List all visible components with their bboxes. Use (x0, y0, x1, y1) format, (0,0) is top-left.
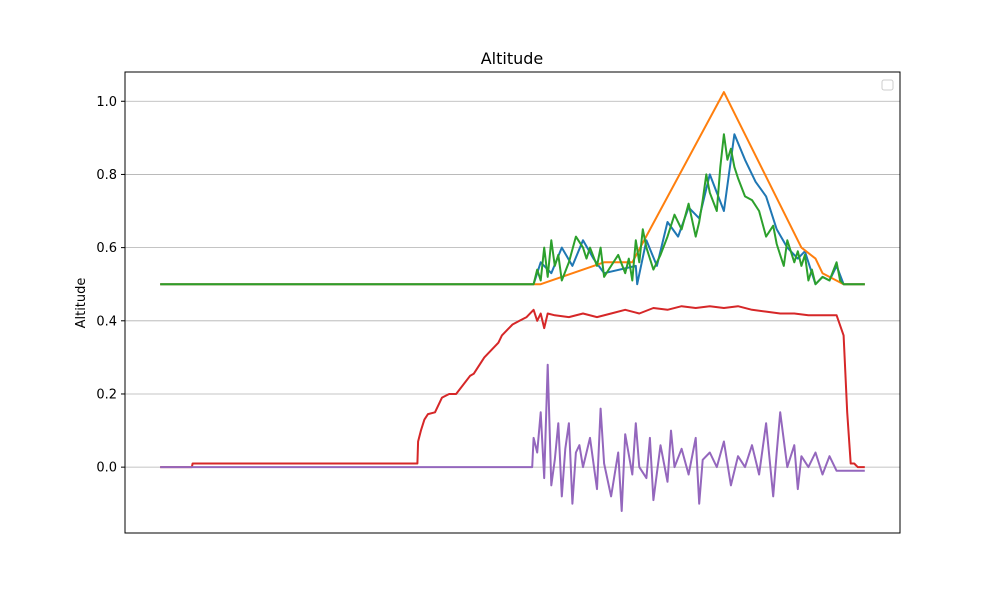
y-tick-label: 0.6 (96, 241, 117, 256)
chart-title: Altitude (481, 49, 544, 68)
y-tick-label: 0.0 (96, 461, 117, 476)
series-line-green (160, 133, 865, 286)
y-tick-label: 0.2 (96, 387, 117, 402)
series-layer (160, 91, 865, 512)
series-line-red (160, 305, 865, 469)
y-axis-label: Altitude (74, 278, 89, 329)
series-line-purple (160, 363, 865, 512)
y-tick-label: 0.4 (96, 314, 117, 329)
y-tick-label: 1.0 (96, 95, 117, 110)
series-line-orange (160, 91, 865, 286)
y-tick-label: 0.8 (96, 168, 117, 183)
plot-frame (124, 71, 901, 534)
y-axis: 0.0 0.2 0.4 0.6 0.8 1.0 (96, 95, 125, 476)
legend-box (881, 79, 894, 91)
